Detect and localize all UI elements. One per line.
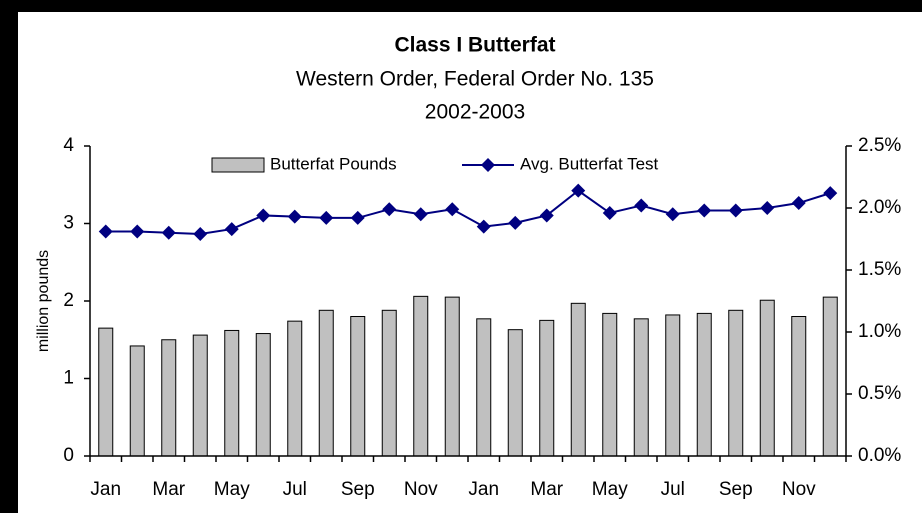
y-tick-label: 1	[63, 368, 74, 389]
x-tick-label: Sep	[719, 479, 753, 500]
legend-swatch	[481, 158, 495, 172]
x-tick-label: Mar	[530, 479, 563, 500]
bar	[192, 334, 208, 457]
bar	[413, 295, 429, 457]
chart-subtitle: 2002-2003	[425, 101, 525, 124]
bar	[444, 296, 460, 457]
marker	[634, 198, 649, 213]
marker	[665, 207, 680, 222]
bar	[98, 327, 114, 457]
bar	[602, 312, 618, 457]
bar	[255, 333, 271, 457]
x-tick-label: Jan	[90, 479, 121, 500]
marker	[382, 202, 397, 217]
bar	[570, 302, 586, 457]
x-tick-label: May	[592, 479, 628, 500]
bar	[759, 299, 775, 457]
bar	[665, 314, 681, 457]
x-tick-label: Jul	[661, 479, 685, 500]
marker	[98, 224, 113, 239]
x-tick-label: Nov	[782, 479, 816, 500]
marker	[823, 186, 838, 201]
x-tick-label: Jan	[468, 479, 499, 500]
bar	[791, 316, 807, 457]
y2-tick-label: 1.5%	[858, 259, 901, 280]
marker	[350, 210, 365, 225]
bar	[224, 329, 240, 457]
marker	[445, 202, 460, 217]
marker	[319, 210, 334, 225]
y2-tick-label: 2.5%	[858, 135, 901, 156]
legend-swatch	[211, 157, 265, 173]
marker	[728, 203, 743, 218]
bar	[507, 329, 523, 457]
marker	[508, 215, 523, 230]
x-tick-label: Mar	[152, 479, 185, 500]
y-tick-label: 3	[63, 213, 74, 234]
x-tick-label: May	[214, 479, 250, 500]
marker	[256, 208, 271, 223]
y2-tick-label: 0.5%	[858, 383, 901, 404]
marker	[224, 222, 239, 237]
y-tick-label: 2	[63, 290, 74, 311]
bar	[161, 339, 177, 457]
x-tick-label: Jul	[283, 479, 307, 500]
marker	[413, 207, 428, 222]
marker	[287, 209, 302, 224]
bar	[381, 309, 397, 457]
bar	[476, 318, 492, 457]
bar	[633, 318, 649, 457]
y2-tick-label: 1.0%	[858, 321, 901, 342]
chart-title: Class I Butterfat	[394, 34, 555, 57]
y2-tick-label: 2.0%	[858, 197, 901, 218]
bar	[822, 296, 838, 457]
bar	[728, 309, 744, 457]
x-tick-label: Nov	[404, 479, 438, 500]
marker	[602, 205, 617, 220]
legend-label: Avg. Butterfat Test	[520, 154, 659, 173]
legend-label: Butterfat Pounds	[270, 154, 397, 173]
bar	[318, 309, 334, 457]
y2-tick-label: 0.0%	[858, 445, 901, 466]
bar	[696, 312, 712, 457]
x-tick-label: Sep	[341, 479, 375, 500]
marker	[697, 203, 712, 218]
marker	[539, 208, 554, 223]
y-tick-label: 0	[63, 445, 74, 466]
bar	[539, 319, 555, 457]
bar	[287, 320, 303, 457]
bar	[350, 316, 366, 457]
marker	[571, 183, 586, 198]
marker	[130, 224, 145, 239]
marker	[791, 196, 806, 211]
bar	[129, 345, 145, 457]
marker	[760, 201, 775, 215]
y-axis-label: million pounds	[35, 250, 52, 352]
marker	[193, 227, 208, 242]
marker	[161, 225, 176, 240]
y-tick-label: 4	[63, 135, 74, 156]
marker	[476, 219, 491, 234]
chart-subtitle: Western Order, Federal Order No. 135	[296, 68, 654, 91]
